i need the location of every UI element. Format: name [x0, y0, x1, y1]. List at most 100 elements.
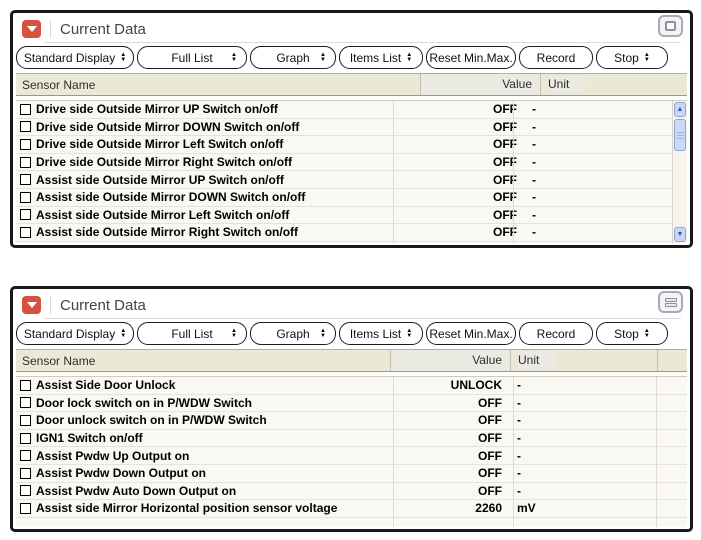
standard-display-button[interactable]: Standard Display ▲ ▼ — [16, 46, 134, 69]
row-checkbox[interactable] — [20, 467, 31, 479]
standard-display-button[interactable]: Standard Display ▲ ▼ — [16, 322, 134, 345]
scroll-up-button[interactable]: ▲ — [674, 102, 686, 117]
reset-min-max-button[interactable]: Reset Min.Max. — [426, 46, 516, 69]
table-row[interactable]: Drive side Outside Mirror UP Switch on/o… — [16, 101, 672, 119]
sensor-value: OFF — [493, 102, 517, 117]
row-checkbox[interactable] — [20, 379, 31, 391]
full-list-button[interactable]: Full List ▲ ▼ — [137, 46, 247, 69]
table-row[interactable]: Assist Pwdw Down Output on OFF - — [16, 465, 687, 483]
sensor-value: OFF — [478, 448, 502, 463]
row-checkbox[interactable] — [20, 226, 31, 238]
column-divider — [656, 377, 657, 527]
items-list-button[interactable]: Items List ▲ ▼ — [339, 322, 423, 345]
row-checkbox[interactable] — [20, 121, 31, 133]
sensor-value: UNLOCK — [450, 378, 502, 393]
table-body: Assist Side Door Unlock UNLOCK - Door lock … — [16, 376, 687, 527]
header-divider — [50, 296, 51, 314]
table-row[interactable]: Assist side Outside Mirror Right Switch … — [16, 224, 672, 242]
row-checkbox[interactable] — [20, 138, 31, 150]
stop-button[interactable]: Stop ▲ ▼ — [596, 322, 668, 345]
table-row[interactable]: Assist side Outside Mirror Left Switch o… — [16, 207, 672, 225]
row-checkbox[interactable] — [20, 103, 31, 115]
row-checkbox[interactable] — [20, 502, 31, 514]
row-checkbox[interactable] — [20, 450, 31, 462]
collapse-icon[interactable] — [22, 296, 41, 314]
items-list-button[interactable]: Items List ▲ ▼ — [339, 46, 423, 69]
row-checkbox[interactable] — [20, 397, 31, 409]
row-checkbox[interactable] — [20, 432, 31, 444]
button-label: Reset Min.Max. — [429, 50, 513, 65]
column-header-value: Value — [420, 74, 540, 95]
table-row[interactable]: Drive side Outside Mirror Right Switch o… — [16, 154, 672, 172]
row-checkbox[interactable] — [20, 414, 31, 426]
table-row[interactable]: Assist Side Door Unlock UNLOCK - — [16, 377, 687, 395]
row-checkbox[interactable] — [20, 191, 31, 203]
sensor-name-cell: Assist side Outside Mirror Right Switch … — [16, 225, 405, 239]
sensor-unit: - — [532, 102, 536, 117]
button-label: Standard Display — [23, 50, 116, 65]
table-header: Sensor Name Value Unit — [16, 73, 687, 96]
sensor-name: Assist side Mirror Horizontal position s… — [36, 501, 338, 516]
graph-button[interactable]: Graph ▲ ▼ — [250, 46, 336, 69]
sensor-value: OFF — [493, 155, 517, 170]
table-row[interactable]: Drive side Outside Mirror DOWN Switch on… — [16, 119, 672, 137]
sensor-value: OFF — [493, 172, 517, 187]
table-row[interactable]: Assist side Outside Mirror DOWN Switch o… — [16, 189, 672, 207]
button-label: Graph — [276, 326, 310, 341]
scrollbar-track[interactable] — [673, 152, 687, 226]
collapse-icon[interactable] — [22, 20, 41, 38]
full-list-button[interactable]: Full List ▲ ▼ — [137, 322, 247, 345]
row-checkbox[interactable] — [20, 174, 31, 186]
button-label: Stop — [614, 326, 639, 341]
row-checkbox[interactable] — [20, 156, 31, 168]
record-button[interactable]: Record — [519, 46, 593, 69]
sensor-name-cell: Assist side Mirror Horizontal position s… — [16, 501, 390, 515]
column-divider — [513, 377, 514, 527]
split-pane-view-button[interactable] — [658, 291, 683, 313]
page-title: Current Data — [60, 296, 146, 314]
table-row[interactable]: Assist side Mirror Horizontal position s… — [16, 500, 687, 518]
toolbar: Standard Display ▲ ▼ Full List ▲ ▼ Graph ▲ ▼ Item… — [16, 319, 687, 347]
button-label: Graph — [276, 50, 310, 65]
sensor-unit: - — [517, 378, 521, 393]
table-header: Sensor Name Value Unit — [16, 349, 687, 372]
split-pane-icon — [664, 297, 677, 302]
table-row[interactable]: Door lock switch on in P/WDW Switch OFF - — [16, 395, 687, 413]
spinner-arrows-icon: ▲ ▼ — [320, 51, 326, 63]
single-pane-view-button[interactable] — [658, 15, 683, 37]
sensor-name: Assist Pwdw Auto Down Output on — [36, 483, 237, 498]
table-row[interactable]: Assist side Outside Mirror UP Switch on/… — [16, 171, 672, 189]
sensor-name-cell: IGN1 Switch on/off — [16, 431, 390, 445]
reset-min-max-button[interactable]: Reset Min.Max. — [426, 322, 516, 345]
button-label: Standard Display — [23, 326, 116, 341]
graph-button[interactable]: Graph ▲ ▼ — [250, 322, 336, 345]
sensor-value: OFF — [478, 431, 502, 446]
sensor-name-cell: Door unlock switch on in P/WDW Switch — [16, 413, 390, 427]
stop-button[interactable]: Stop ▲ ▼ — [596, 46, 668, 69]
vertical-scrollbar[interactable]: ▲ ▼ — [672, 101, 687, 243]
column-header-sensor-name: Sensor Name — [22, 77, 96, 92]
record-button[interactable]: Record — [519, 322, 593, 345]
sensor-unit: - — [517, 413, 521, 428]
sensor-name: Assist side Outside Mirror UP Switch on/… — [36, 172, 284, 187]
table-row[interactable]: Door unlock switch on in P/WDW Switch OFF… — [16, 412, 687, 430]
button-label: Full List — [171, 326, 213, 341]
row-checkbox[interactable] — [20, 485, 31, 497]
sensor-name: Drive side Outside Mirror Left Switch on… — [36, 137, 284, 152]
toolbar: Standard Display ▲ ▼ Full List ▲ ▼ Graph ▲ ▼ Item… — [16, 43, 687, 71]
table-row[interactable]: Assist Pwdw Auto Down Output on OFF - — [16, 483, 687, 501]
sensor-name-cell: Assist side Outside Mirror Left Switch o… — [16, 208, 405, 222]
sensor-unit: - — [517, 431, 521, 446]
thumb-grip — [676, 131, 684, 139]
scrollbar-thumb[interactable] — [674, 119, 686, 151]
sensor-name-cell: Drive side Outside Mirror Right Switch o… — [16, 155, 405, 169]
sensor-value: 2260 — [475, 501, 502, 516]
button-label: Full List — [171, 50, 213, 65]
table-row[interactable]: Drive side Outside Mirror Left Switch on… — [16, 136, 672, 154]
table-row[interactable]: Assist Pwdw Up Output on OFF - — [16, 447, 687, 465]
window-header: Current Data — [16, 289, 687, 319]
row-checkbox[interactable] — [20, 209, 31, 221]
scroll-down-button[interactable]: ▼ — [674, 227, 686, 242]
table-row[interactable]: IGN1 Switch on/off OFF - — [16, 430, 687, 448]
window-header: Current Data — [16, 13, 687, 43]
